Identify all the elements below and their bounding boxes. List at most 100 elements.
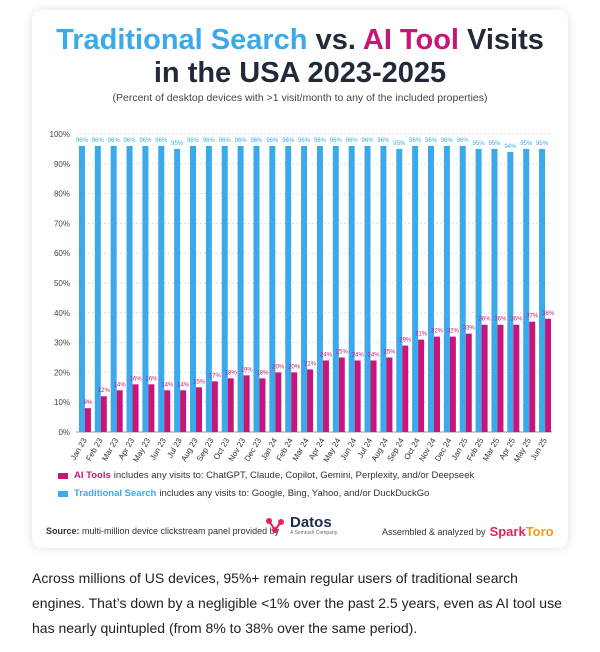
bar-ai-tools xyxy=(227,378,234,432)
title-line2: in the USA 2023-2025 xyxy=(153,57,447,89)
y-tick-label: 100% xyxy=(50,130,70,139)
title-visits: Visits xyxy=(458,24,544,56)
caption-text: Across millions of US devices, 95%+ rema… xyxy=(32,570,562,636)
bar-ai-tools xyxy=(211,381,218,432)
bar-ai-tools xyxy=(338,357,345,432)
data-label-traditional-search: 96% xyxy=(203,138,216,144)
bar-traditional-search xyxy=(78,145,85,433)
source-note: Source: multi-million device clickstream… xyxy=(46,526,279,536)
bar-ai-tools xyxy=(100,396,107,432)
source-text: multi-million device clickstream panel p… xyxy=(79,526,280,536)
bar-ai-tools xyxy=(84,408,91,432)
y-tick-label: 60% xyxy=(54,249,70,258)
y-tick-label: 50% xyxy=(54,279,70,288)
bar-traditional-search xyxy=(110,145,117,433)
x-tick-label: Jun 23 xyxy=(148,436,168,462)
datos-name: Datos xyxy=(290,514,332,531)
data-label-ai-tools: 15% xyxy=(193,379,206,385)
data-label-ai-tools: 24% xyxy=(352,352,365,358)
data-label-ai-tools: 18% xyxy=(256,370,269,376)
data-label-traditional-search: 96% xyxy=(92,138,105,144)
bar-traditional-search xyxy=(412,145,419,433)
data-label-traditional-search: 96% xyxy=(409,138,422,144)
data-label-ai-tools: 36% xyxy=(494,317,507,323)
bar-traditional-search xyxy=(507,151,514,432)
bar-traditional-search xyxy=(316,145,323,433)
data-label-traditional-search: 96% xyxy=(124,138,137,144)
data-label-traditional-search: 96% xyxy=(425,138,438,144)
bar-traditional-search xyxy=(475,148,482,432)
datos-logo-icon xyxy=(266,517,284,533)
data-label-ai-tools: 31% xyxy=(415,332,428,338)
data-label-traditional-search: 96% xyxy=(346,138,359,144)
datos-subtitle: A Semrush Company xyxy=(290,530,338,536)
bar-traditional-search xyxy=(174,148,181,432)
data-label-traditional-search: 96% xyxy=(155,138,168,144)
bar-traditional-search xyxy=(126,145,133,433)
x-tick-label: Mar 25 xyxy=(481,436,502,463)
data-label-traditional-search: 95% xyxy=(488,141,501,147)
bar-ai-tools xyxy=(275,372,282,432)
x-tick-label: Jun 24 xyxy=(339,436,359,462)
bar-ai-tools xyxy=(307,369,314,432)
bar-traditional-search xyxy=(190,145,196,433)
data-label-traditional-search: 96% xyxy=(235,138,248,144)
x-tick-label: Jun 25 xyxy=(529,436,549,462)
bar-traditional-search xyxy=(491,148,498,432)
title-ai-tool: AI Tool xyxy=(362,24,459,56)
data-label-ai-tools: 36% xyxy=(479,317,492,323)
chart-title: Traditional Search vs. AI Tool Visits in… xyxy=(32,24,568,90)
data-label-ai-tools: 25% xyxy=(336,350,349,356)
legend-swatch-ai xyxy=(58,472,68,479)
source-label: Source: xyxy=(46,526,80,536)
y-tick-label: 90% xyxy=(54,160,70,169)
bar-traditional-search xyxy=(380,145,387,433)
bar-traditional-search xyxy=(301,145,308,433)
data-label-ai-tools: 18% xyxy=(225,370,238,376)
title-traditional-search: Traditional Search xyxy=(56,24,308,56)
bar-ai-tools xyxy=(322,360,329,432)
bar-ai-tools xyxy=(132,384,139,432)
bar-traditional-search xyxy=(158,145,165,433)
data-label-ai-tools: 33% xyxy=(463,326,476,332)
bar-traditional-search xyxy=(523,148,530,432)
bar-ai-tools xyxy=(545,318,552,432)
data-label-traditional-search: 96% xyxy=(219,138,232,144)
y-tick-label: 30% xyxy=(54,339,70,348)
bar-traditional-search xyxy=(142,145,149,433)
data-label-ai-tools: 14% xyxy=(161,382,174,388)
bar-ai-tools xyxy=(243,375,250,432)
assembled-text: Assembled & analyzed by xyxy=(382,526,486,537)
data-label-traditional-search: 96% xyxy=(108,138,121,144)
data-label-traditional-search: 96% xyxy=(377,138,390,144)
legend-ts-text: includes any visits to: Google, Bing, Ya… xyxy=(159,488,430,499)
y-tick-label: 40% xyxy=(54,309,70,318)
data-label-traditional-search: 96% xyxy=(314,138,327,144)
data-label-traditional-search: 96% xyxy=(76,138,89,144)
data-label-traditional-search: 96% xyxy=(441,138,454,144)
y-tick-label: 10% xyxy=(54,398,70,407)
bar-ai-tools xyxy=(386,357,393,432)
bar-ai-tools xyxy=(291,372,298,432)
data-label-ai-tools: 32% xyxy=(431,329,444,335)
data-label-ai-tools: 17% xyxy=(209,373,222,379)
data-label-ai-tools: 16% xyxy=(130,376,143,382)
assembled-note: Assembled & analyzed by SparkToro xyxy=(382,524,554,539)
x-tick-label: Mar 23 xyxy=(100,436,121,463)
bar-ai-tools xyxy=(402,345,409,432)
data-label-ai-tools: 8% xyxy=(84,400,93,406)
bar-traditional-search xyxy=(348,145,355,433)
bar-ai-tools xyxy=(370,360,377,432)
title-vs: vs. xyxy=(307,24,363,56)
data-label-traditional-search: 96% xyxy=(187,138,200,144)
bar-ai-tools xyxy=(164,390,171,432)
data-label-ai-tools: 36% xyxy=(510,317,523,323)
bar-traditional-search xyxy=(285,145,292,433)
bar-ai-tools xyxy=(497,324,504,432)
data-label-traditional-search: 96% xyxy=(250,138,263,144)
data-label-ai-tools: 14% xyxy=(114,382,127,388)
data-label-traditional-search: 96% xyxy=(330,138,343,144)
y-tick-label: 0% xyxy=(58,428,70,437)
bar-ai-tools xyxy=(481,324,488,432)
data-label-traditional-search: 96% xyxy=(298,138,311,144)
